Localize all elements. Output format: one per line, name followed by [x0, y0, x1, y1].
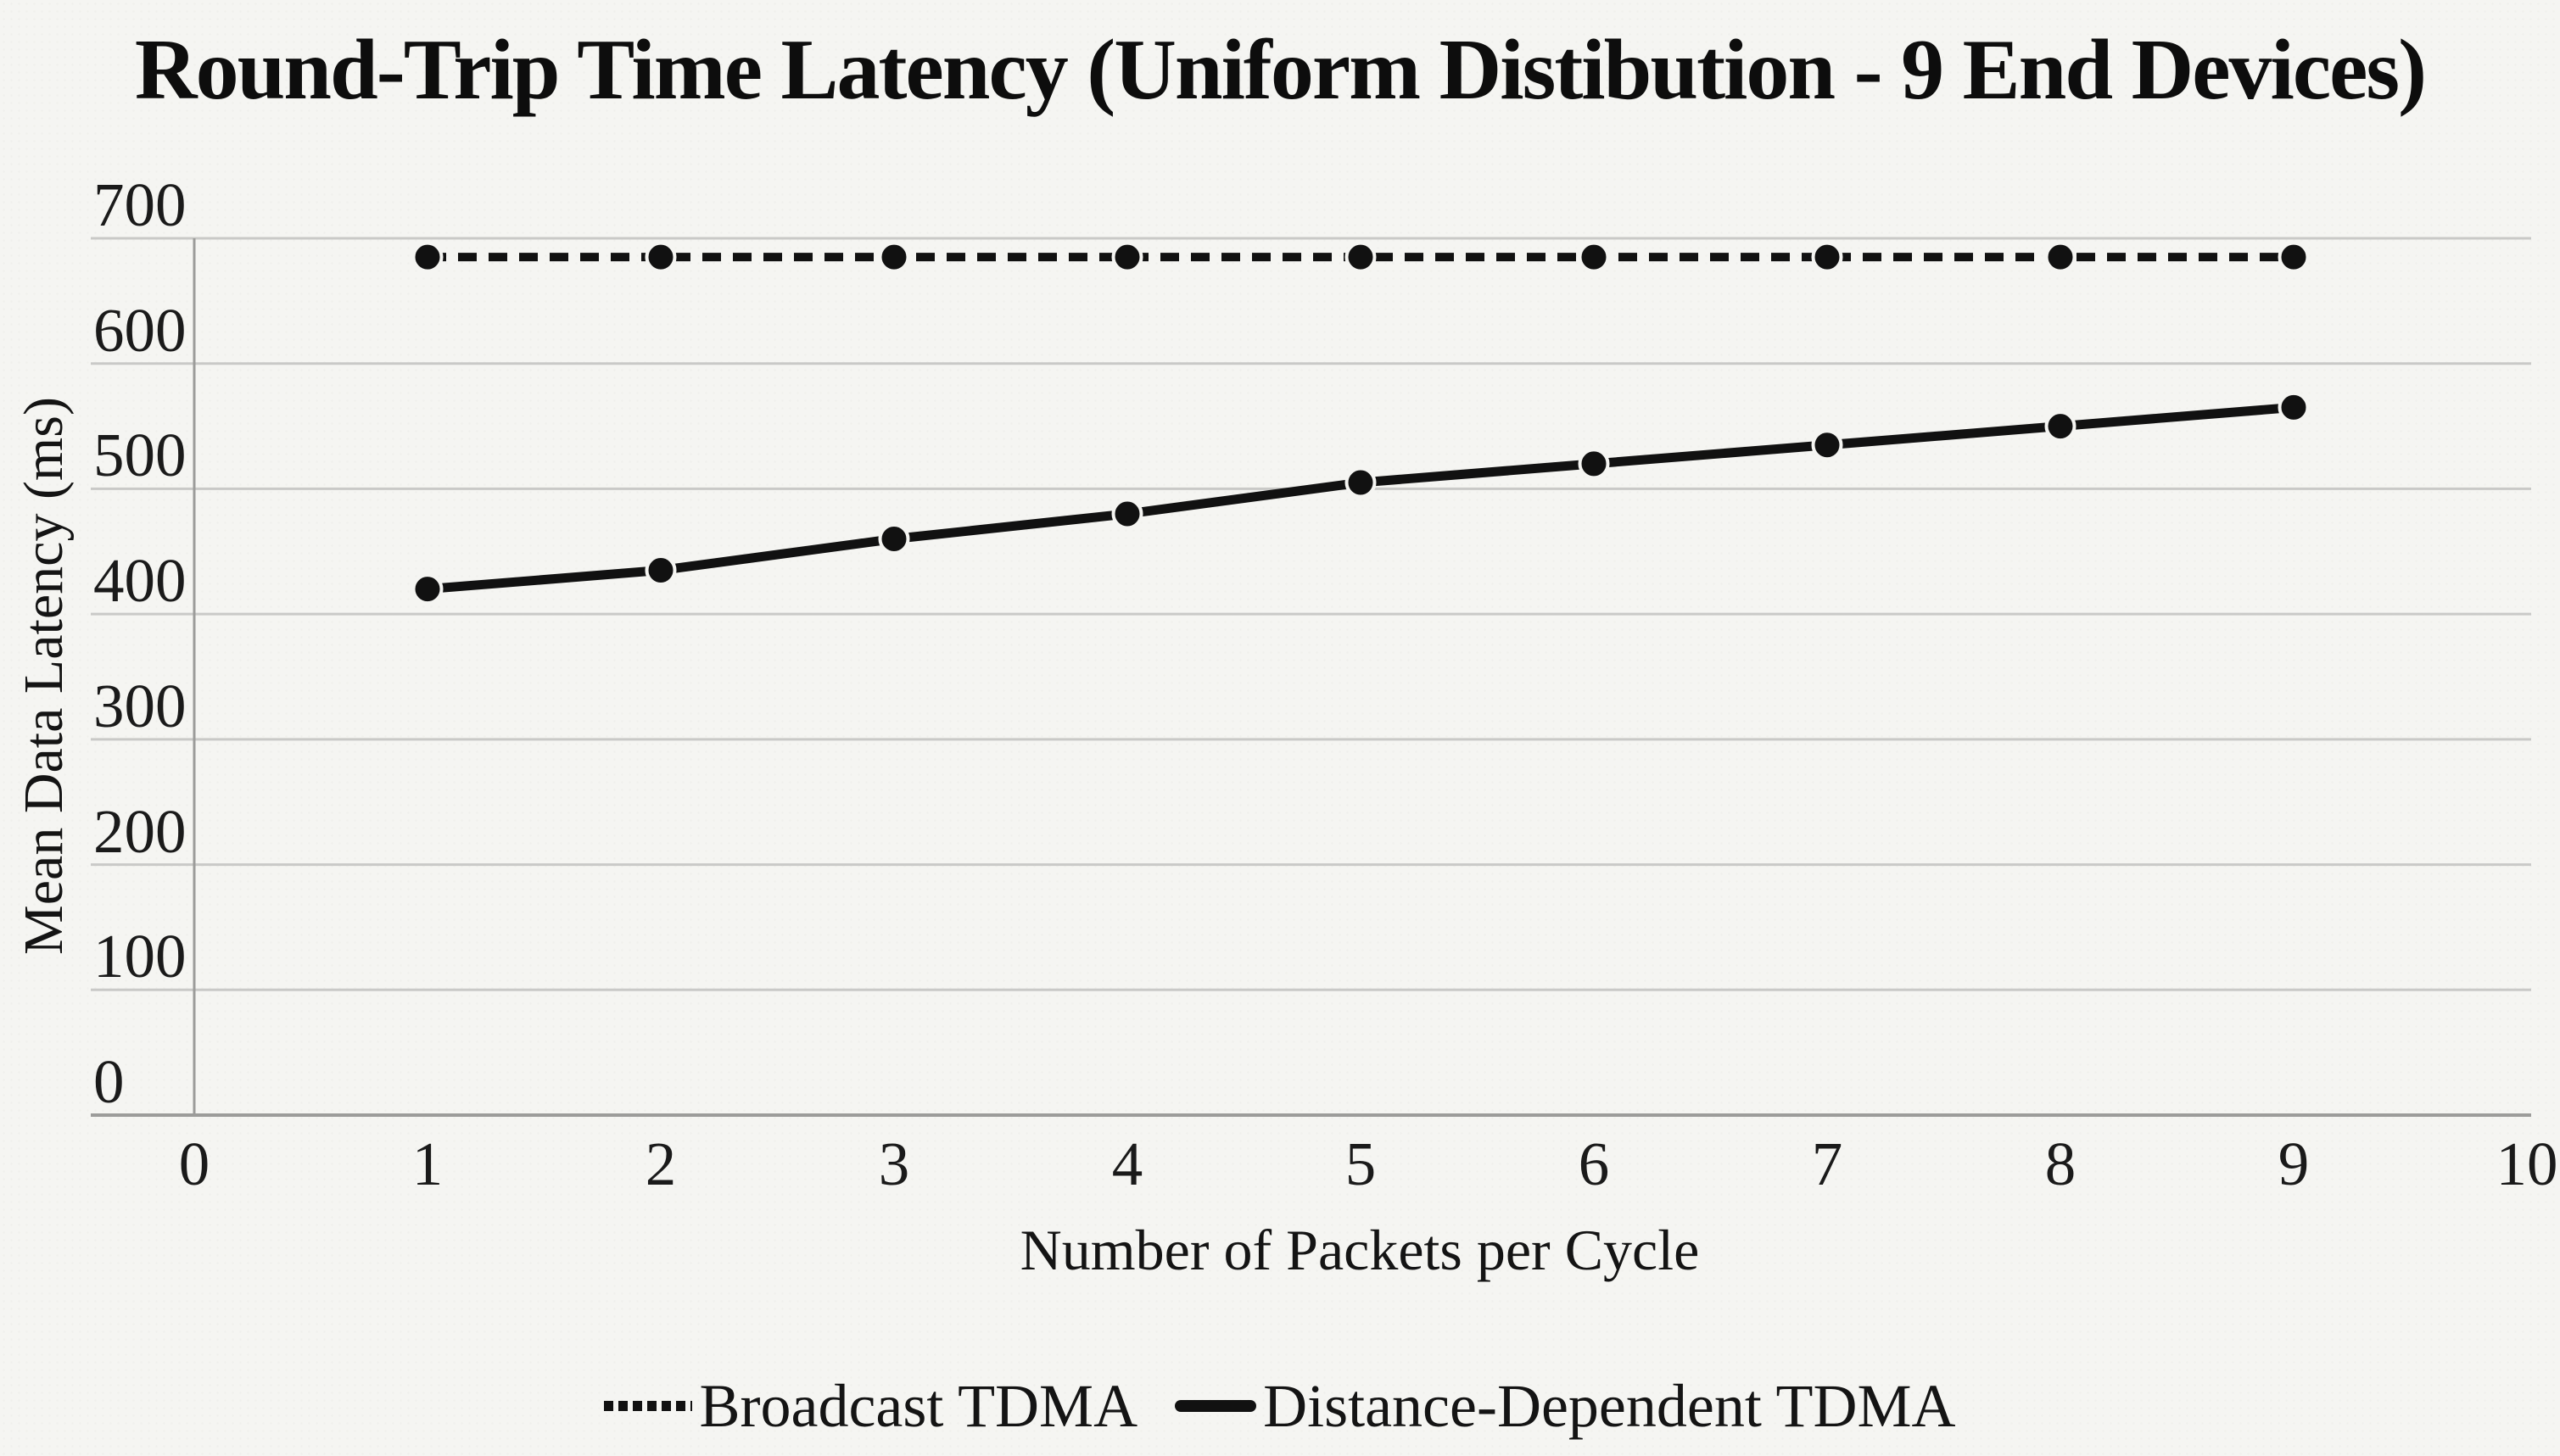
x-tick-label-6: 6 [1578, 1130, 1610, 1198]
data-point-marker [1344, 241, 1377, 273]
x-tick-label-4: 4 [1111, 1130, 1143, 1198]
data-point-marker [1111, 498, 1143, 530]
legend-label-distance-dependent-tdma: Distance-Dependent TDMA [1263, 1371, 1956, 1440]
data-point-marker [1578, 241, 1610, 273]
data-point-marker [645, 241, 677, 273]
y-tick-label-500: 500 [93, 421, 187, 490]
x-tick-label-2: 2 [645, 1130, 677, 1198]
y-tick-label-600: 600 [93, 295, 187, 365]
data-point-marker [645, 554, 677, 586]
y-tick-label-400: 400 [93, 546, 187, 616]
data-point-marker [2278, 391, 2310, 423]
y-tick-label-300: 300 [93, 671, 187, 740]
data-point-marker [878, 241, 910, 273]
data-point-marker [2278, 241, 2310, 273]
x-tick-label-7: 7 [1811, 1130, 1843, 1198]
x-axis-title: Number of Packets per Cycle [1020, 1218, 1700, 1282]
y-tick-label-700: 700 [93, 170, 187, 239]
legend-item-distance-dependent-tdma: Distance-Dependent TDMA [1175, 1371, 1956, 1442]
data-point-marker [1811, 429, 1843, 461]
legend-label-broadcast-tdma: Broadcast TDMA [699, 1371, 1138, 1440]
legend: Broadcast TDMA Distance-Dependent TDMA [0, 1364, 2560, 1448]
solid-line-sample-icon [1175, 1400, 1257, 1412]
y-tick-label-100: 100 [93, 922, 187, 991]
x-tick-label-5: 5 [1344, 1130, 1377, 1198]
data-point-marker [1344, 466, 1377, 499]
x-tick-label-3: 3 [878, 1130, 910, 1198]
y-tick-label-200: 200 [93, 796, 187, 866]
data-point-marker [2044, 410, 2077, 443]
data-point-marker [2044, 241, 2077, 273]
x-tick-label-0: 0 [178, 1130, 210, 1198]
data-point-marker [411, 241, 444, 273]
y-axis-title: Mean Data Latency (ms) [13, 397, 75, 955]
x-tick-label-8: 8 [2044, 1130, 2077, 1198]
data-point-marker [1811, 241, 1843, 273]
chart-title: Round-Trip Time Latency (Uniform Distibu… [134, 22, 2427, 118]
data-point-marker [411, 573, 444, 605]
x-tick-label-10: 10 [2496, 1130, 2558, 1198]
dotted-line-sample-icon [604, 1401, 693, 1411]
data-point-marker [878, 523, 910, 555]
x-tick-label-1: 1 [411, 1130, 444, 1198]
y-tick-label-0: 0 [93, 1047, 125, 1116]
legend-item-broadcast-tdma: Broadcast TDMA [604, 1371, 1137, 1442]
data-point-marker [1111, 241, 1143, 273]
data-point-marker [1578, 448, 1610, 480]
x-tick-label-9: 9 [2278, 1130, 2310, 1198]
